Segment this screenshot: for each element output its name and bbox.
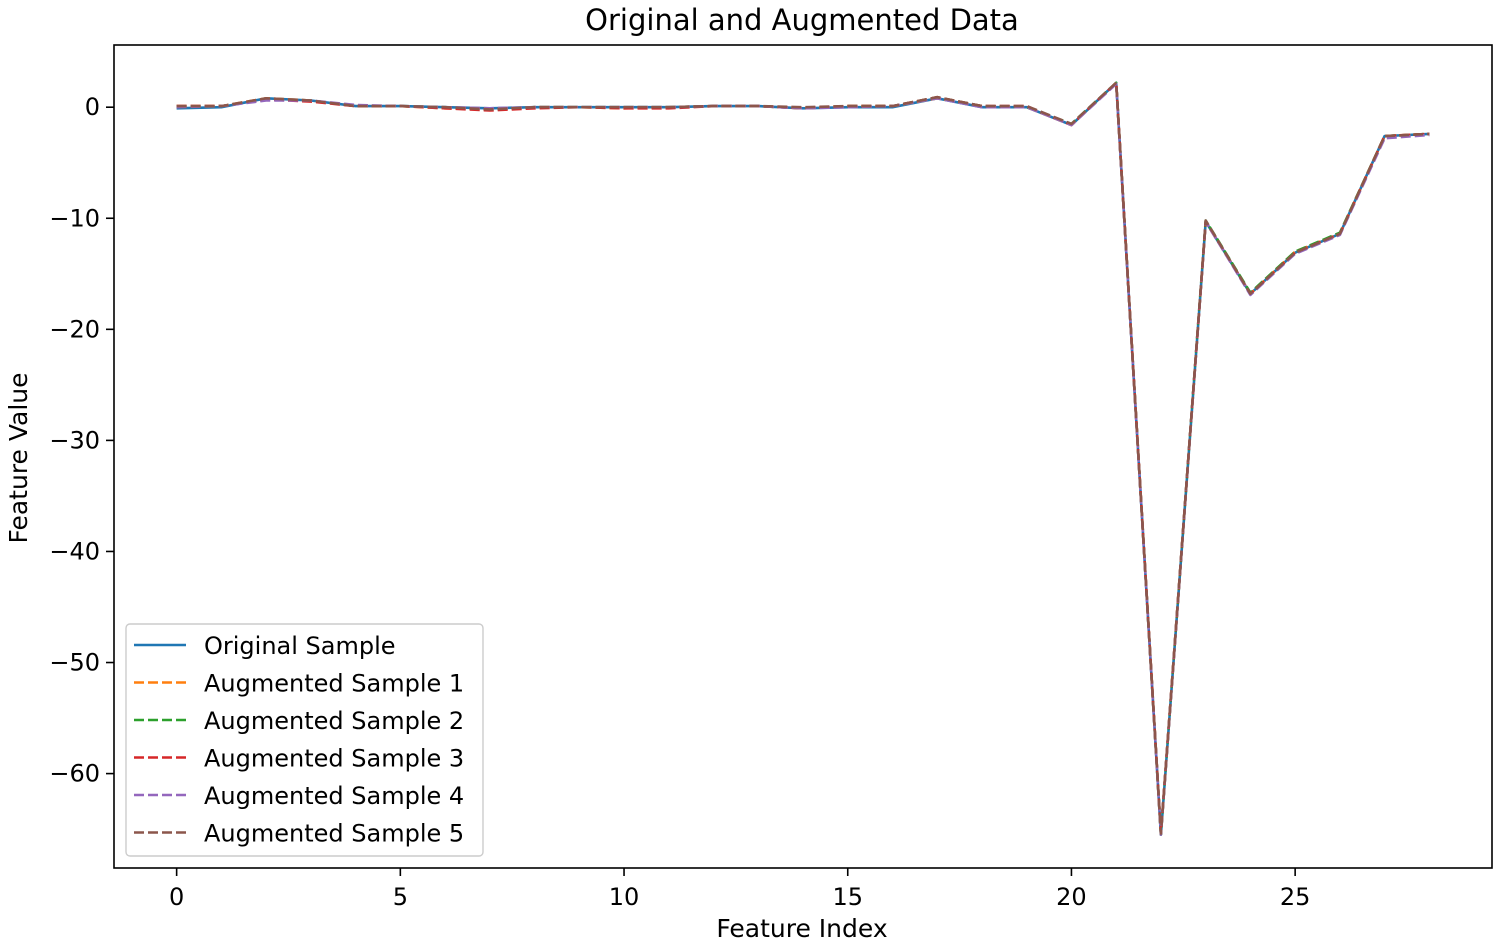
y-tick-label: −50 bbox=[49, 649, 100, 677]
x-tick-label: 25 bbox=[1280, 883, 1311, 911]
x-tick-label: 20 bbox=[1056, 883, 1087, 911]
legend-label: Augmented Sample 3 bbox=[204, 745, 464, 773]
y-tick-label: 0 bbox=[85, 93, 100, 121]
legend-label: Augmented Sample 4 bbox=[204, 782, 464, 810]
x-axis-label: Feature Index bbox=[716, 914, 887, 943]
y-axis-label: Feature Value bbox=[4, 372, 33, 543]
y-axis-ticks: 0 −10 −20 −30 −40 −50 −60 bbox=[49, 93, 114, 788]
x-tick-label: 15 bbox=[832, 883, 863, 911]
legend-label: Augmented Sample 1 bbox=[204, 670, 464, 698]
y-tick-label: −10 bbox=[49, 204, 100, 232]
y-tick-label: −20 bbox=[49, 315, 100, 343]
series-layer bbox=[176, 81, 1430, 836]
y-tick-label: −60 bbox=[49, 760, 100, 788]
series-line-augmented-5 bbox=[176, 81, 1430, 835]
legend-label: Augmented Sample 2 bbox=[204, 707, 464, 735]
x-tick-label: 0 bbox=[169, 883, 184, 911]
legend: Original Sample Augmented Sample 1 Augment… bbox=[125, 623, 484, 857]
y-tick-label: −40 bbox=[49, 537, 100, 565]
x-tick-label: 5 bbox=[393, 883, 408, 911]
x-axis-ticks: 0 5 10 15 20 25 bbox=[169, 868, 1310, 911]
legend-frame bbox=[125, 623, 484, 857]
x-tick-label: 10 bbox=[609, 883, 640, 911]
chart-title: Original and Augmented Data bbox=[585, 3, 1019, 37]
y-tick-label: −30 bbox=[49, 426, 100, 454]
legend-label: Original Sample bbox=[204, 632, 396, 660]
legend-label: Augmented Sample 5 bbox=[204, 820, 464, 848]
